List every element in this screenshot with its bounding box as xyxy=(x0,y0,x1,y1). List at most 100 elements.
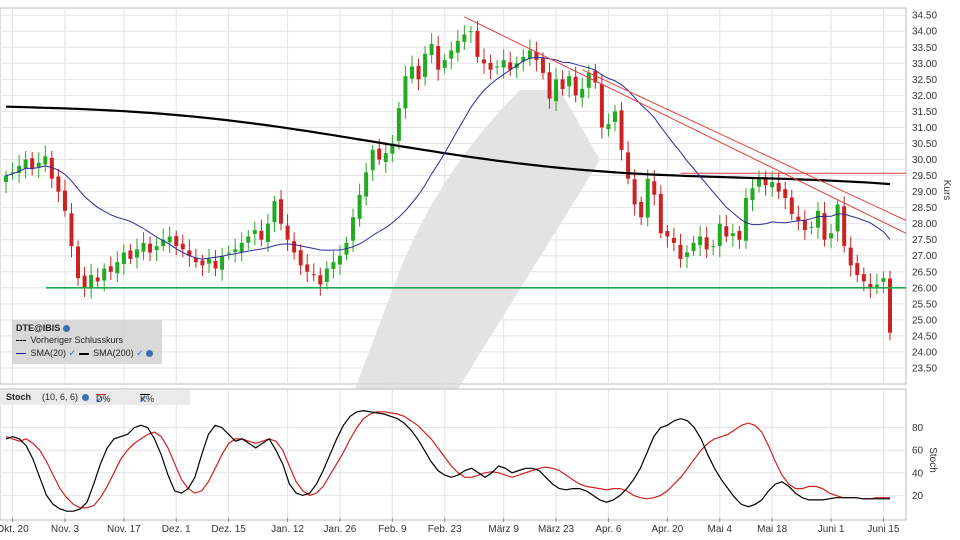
sma200-line xyxy=(5,105,891,186)
candle-body xyxy=(829,233,834,239)
candle-body xyxy=(527,50,532,59)
candle-body xyxy=(475,30,480,57)
candle-body xyxy=(409,66,414,79)
candle-body xyxy=(848,247,853,266)
x-tick-label: Juni 15 xyxy=(867,524,900,535)
candle-body xyxy=(324,268,329,283)
candle-body xyxy=(468,31,473,33)
candle-body xyxy=(770,181,775,188)
x-tick-label: März 23 xyxy=(538,524,575,535)
price-tick-label: 26.00 xyxy=(912,283,937,294)
candle-body xyxy=(10,172,15,174)
candle-body xyxy=(318,275,323,285)
candle-body xyxy=(665,231,670,237)
candle-body xyxy=(298,250,303,266)
settings-icon[interactable] xyxy=(62,325,70,333)
legend-prev-close-label: Vorheriger Schlusskurs xyxy=(30,335,124,345)
candle-body xyxy=(652,181,657,195)
legend-sma: SMA(20) ✓ SMA(200) ✓ xyxy=(16,348,154,359)
candle-body xyxy=(835,204,840,232)
candle-body xyxy=(128,250,133,259)
price-tick-label: 33.50 xyxy=(912,43,937,54)
x-tick-label: März 9 xyxy=(488,524,519,535)
checkbox-sma200[interactable]: ✓ xyxy=(136,348,144,358)
price-tick-label: 25.50 xyxy=(912,299,937,310)
price-tick-label: 33.00 xyxy=(912,59,937,70)
candle-body xyxy=(868,283,873,288)
candle-body xyxy=(482,59,487,64)
black-line-icon xyxy=(140,394,150,395)
candle-body xyxy=(30,158,35,170)
candle-body xyxy=(436,46,441,70)
candle-body xyxy=(102,268,107,281)
legend-prev-close: Vorheriger Schlusskurs xyxy=(16,335,123,345)
trend-line xyxy=(582,69,907,221)
candle-body xyxy=(698,236,703,246)
candle-body xyxy=(881,278,886,283)
candle-body xyxy=(678,244,683,259)
x-tick-label: Apr. 20 xyxy=(652,524,684,535)
candle-body xyxy=(370,149,375,171)
candle-body xyxy=(822,213,827,240)
candle-body xyxy=(540,57,545,73)
checkbox-sma20[interactable]: ✓ xyxy=(68,348,77,358)
candle-body xyxy=(62,190,67,211)
candle-body xyxy=(815,210,820,228)
candle-body xyxy=(809,226,814,228)
candle-body xyxy=(259,230,264,240)
stoch-axis-title: Stoch xyxy=(927,447,938,473)
candle-body xyxy=(743,198,748,241)
stoch-frame xyxy=(0,388,907,521)
candle-body xyxy=(174,235,179,247)
x-tick-label: Jan. 26 xyxy=(324,524,357,535)
price-legend: DTE@IBIS Vorheriger Schlusskurs SMA(20) … xyxy=(12,320,162,364)
blue-line-icon xyxy=(16,353,26,355)
stochastic-panel: 80 60 40 20 Stoch xyxy=(0,388,938,521)
candle-body xyxy=(501,60,506,68)
price-tick-label: 23.50 xyxy=(912,363,937,374)
candle-body xyxy=(89,274,94,289)
settings-icon[interactable] xyxy=(146,350,154,358)
candle-body xyxy=(671,237,676,243)
legend-sma20-label: SMA(20) xyxy=(30,348,67,358)
price-tick-label: 34.00 xyxy=(912,27,937,38)
candle-body xyxy=(796,216,801,221)
legend-sma200-label: SMA(200) xyxy=(93,348,134,358)
checkbox-k[interactable]: ✓ xyxy=(140,394,148,404)
candle-body xyxy=(599,84,604,128)
candle-body xyxy=(586,72,591,88)
settings-icon[interactable] xyxy=(82,394,89,401)
stoch-tick-label: 60 xyxy=(912,446,924,457)
candle-body xyxy=(449,50,454,59)
x-tick-label: Juni 1 xyxy=(818,524,845,535)
candle-body xyxy=(383,153,388,162)
candle-body xyxy=(351,217,356,241)
candle-body xyxy=(154,246,159,250)
candle-body xyxy=(17,165,22,174)
candle-body xyxy=(685,252,690,257)
candle-body xyxy=(560,79,565,89)
candle-body xyxy=(43,156,48,165)
stoch-params: (10, 6, 6) xyxy=(42,392,79,402)
price-tick-label: 32.00 xyxy=(912,91,937,102)
checkbox-d[interactable]: ✓ xyxy=(96,394,104,404)
candle-body xyxy=(455,40,460,53)
stoch-D-line xyxy=(5,411,890,509)
x-tick-label: Apr. 6 xyxy=(595,524,622,535)
candle-body xyxy=(220,255,225,270)
candle-body xyxy=(148,243,153,253)
candle-body xyxy=(547,72,552,99)
candle-body xyxy=(521,56,526,62)
candle-body xyxy=(180,243,185,250)
candle-body xyxy=(357,194,362,219)
price-tick-label: 30.50 xyxy=(912,139,937,150)
candle-body xyxy=(121,252,126,265)
candle-body xyxy=(888,278,892,333)
candle-body xyxy=(783,189,788,198)
legend-instrument: DTE@IBIS xyxy=(16,323,61,333)
candle-body xyxy=(161,239,166,246)
candle-body xyxy=(141,242,146,252)
candle-body xyxy=(193,257,198,263)
candle-body xyxy=(658,193,663,234)
